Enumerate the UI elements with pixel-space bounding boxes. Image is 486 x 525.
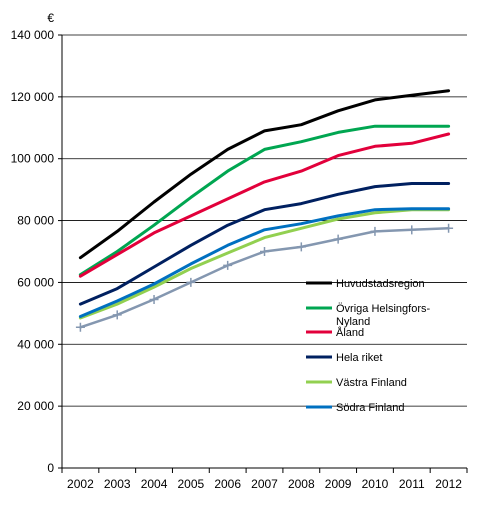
x-tick-label: 2005	[178, 477, 205, 491]
x-tick-label: 2011	[399, 477, 425, 491]
series-line-4	[78, 208, 451, 320]
legend-label: Huvudstadsregion	[336, 278, 425, 290]
y-tick-label: 40 000	[17, 337, 54, 351]
data-point-marker	[223, 260, 233, 270]
x-tick-label: 2008	[288, 477, 315, 491]
gridlines	[62, 34, 467, 407]
series-line-3	[78, 182, 451, 306]
legend-label: Åland	[336, 326, 364, 339]
x-tick-label: 2007	[251, 477, 278, 491]
y-axis: 0 20 000 40 000 60 000 80 000 100 000 120 000 1…	[11, 11, 63, 475]
data-point-marker	[260, 247, 269, 256]
x-tick-label: 2003	[104, 477, 131, 491]
legend-label: Övriga Helsingfors-Nyland	[336, 303, 430, 328]
y-tick-label: 60 000	[17, 275, 54, 289]
data-point-marker	[407, 225, 417, 235]
data-point-marker	[444, 223, 454, 233]
legend-label: Hela riket	[336, 352, 382, 364]
x-tick-label: 2010	[362, 477, 389, 491]
data-point-marker	[296, 242, 306, 252]
x-tick-label: 2009	[325, 477, 352, 491]
y-unit-label: €	[47, 11, 54, 25]
data-point-marker	[75, 322, 85, 332]
x-axis: 2002 2003 2004 2005 2006 2007 2008 2009 2010 2011…	[61, 467, 468, 491]
data-point-marker	[186, 277, 196, 287]
x-tick-label: 2002	[67, 477, 94, 491]
series-line-1	[78, 124, 451, 277]
series-lines	[75, 89, 454, 332]
y-tick-label: 100 000	[11, 152, 55, 166]
series-line-2	[78, 132, 451, 278]
data-point-marker	[149, 294, 159, 304]
data-point-marker	[370, 226, 380, 236]
series-line-5	[78, 207, 451, 318]
y-tick-label: 120 000	[11, 90, 55, 104]
x-tick-label: 2012	[435, 477, 462, 491]
data-point-marker	[333, 234, 343, 244]
y-tick-label: 0	[47, 461, 54, 475]
legend: Huvudstadsregion Övriga Helsingfors-Nylan…	[306, 278, 430, 414]
legend-label: Västra Finland	[336, 377, 407, 389]
y-tick-label: 80 000	[17, 214, 54, 228]
legend-label: Södra Finland	[336, 402, 405, 414]
x-tick-label: 2004	[141, 477, 168, 491]
x-tick-label: 2006	[214, 477, 241, 491]
data-point-marker	[112, 310, 122, 320]
y-tick-label: 20 000	[17, 399, 54, 413]
series-line-0	[78, 89, 451, 260]
y-tick-label: 140 000	[11, 28, 55, 42]
